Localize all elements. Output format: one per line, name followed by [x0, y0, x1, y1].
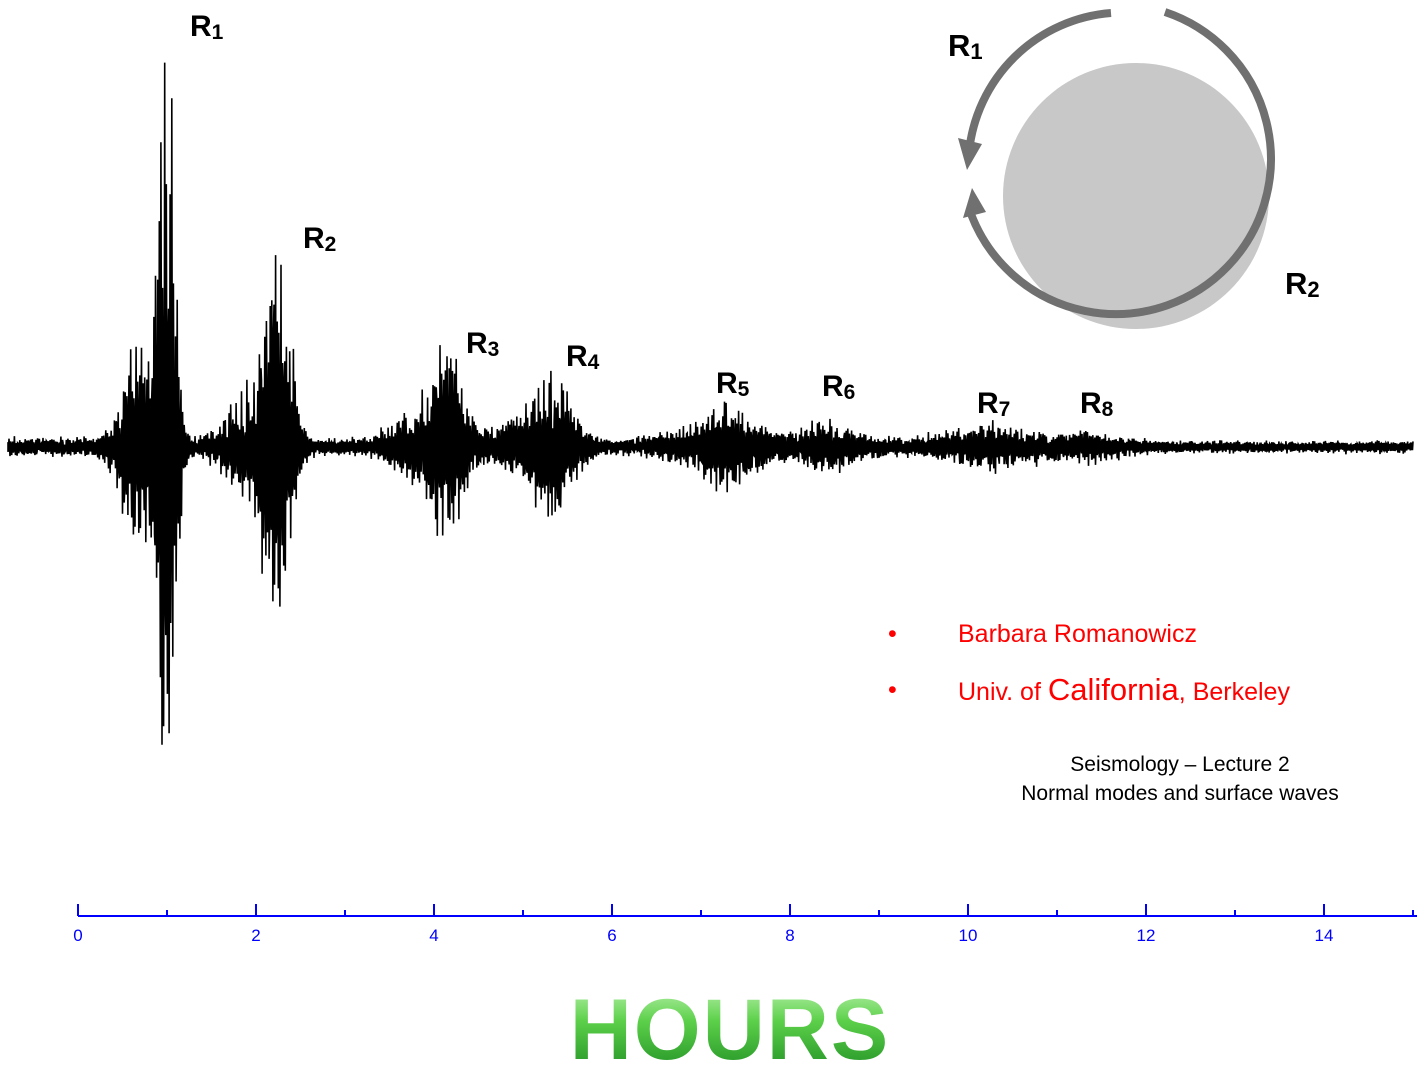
inset-label-r2: R2: [1285, 266, 1320, 302]
arrival-label-r3: R3: [466, 327, 499, 361]
bullet-icon: •: [888, 620, 897, 648]
axis-tick-label: 0: [73, 926, 82, 945]
time-axis: 0 2 4 6 8 10 12 14: [73, 904, 1417, 945]
affiliation-prefix: Univ. of: [958, 678, 1048, 706]
credit-author: • Barbara Romanowicz: [850, 612, 1410, 656]
bullet-icon: •: [888, 676, 897, 704]
arrival-label-r7: R7: [977, 387, 1010, 421]
axis-tick-label: 14: [1315, 926, 1334, 945]
affiliation-suffix: , Berkeley: [1178, 678, 1290, 706]
affiliation: Univ. of California, Berkeley: [958, 668, 1290, 714]
arrival-label-r8: R8: [1080, 387, 1114, 421]
credits: • Barbara Romanowicz • Univ. of Californ…: [850, 612, 1410, 712]
r2-path-arc: [967, 8, 1275, 318]
arrival-label-r2: R2: [303, 222, 336, 256]
lecture-title: Seismology – Lecture 2: [1070, 753, 1290, 776]
lecture-subtitle: Normal modes and surface waves: [1021, 782, 1339, 805]
axis-tick-label: 12: [1137, 926, 1156, 945]
earth-inset: R1 R2: [948, 8, 1320, 329]
arrival-label-r1: R1: [190, 10, 224, 44]
earth-disk: [1003, 63, 1269, 329]
arrival-labels: R1 R2 R3 R4 R5 R6 R7 R8: [190, 10, 1114, 421]
axis-tick-label: 2: [251, 926, 260, 945]
arrival-label-r6: R6: [822, 370, 855, 404]
axis-tick-label: 8: [785, 926, 794, 945]
arrival-label-r4: R4: [566, 340, 600, 374]
seismogram-trace: [7, 62, 1414, 745]
inset-label-r1: R1: [948, 28, 983, 64]
axis-tick-label: 4: [429, 926, 438, 945]
axis-tick-label: 10: [959, 926, 978, 945]
r2-arrow-icon: [963, 188, 986, 218]
hours-axis-label: HOURS: [480, 985, 980, 1075]
axis-tick-label: 6: [607, 926, 616, 945]
trace-line: [7, 62, 1414, 745]
lecture-caption: Seismology – Lecture 2 Normal modes and …: [930, 750, 1425, 808]
r1-arrow-icon: [958, 138, 982, 170]
affiliation-state: California: [1047, 672, 1179, 707]
author-name: Barbara Romanowicz: [958, 620, 1197, 648]
r1-path-arc: [965, 9, 1112, 153]
arrival-label-r5: R5: [716, 367, 750, 401]
credit-affiliation: • Univ. of California, Berkeley: [850, 668, 1410, 712]
